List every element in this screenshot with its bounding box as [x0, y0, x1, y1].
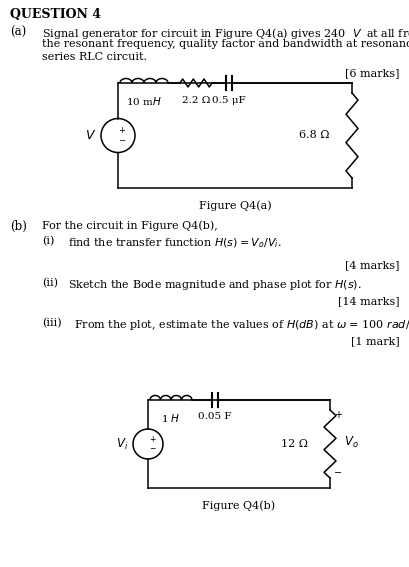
Text: Figure Q4(b): Figure Q4(b) [202, 500, 275, 510]
Text: −: − [118, 136, 125, 145]
Text: +: + [118, 126, 125, 135]
Text: +: + [148, 434, 155, 443]
Text: (b): (b) [10, 220, 27, 233]
Text: (i): (i) [42, 236, 54, 246]
Text: $V_o$: $V_o$ [343, 434, 358, 450]
Text: From the plot, estimate the values of $H(dB)$ at $\omega$ = 100 $rad/s$.: From the plot, estimate the values of $H… [74, 318, 409, 332]
Text: (ii): (ii) [42, 278, 58, 288]
Text: series RLC circuit.: series RLC circuit. [42, 52, 147, 62]
Text: −: − [333, 468, 341, 478]
Text: $V$: $V$ [85, 129, 96, 142]
Text: [14 marks]: [14 marks] [337, 296, 399, 306]
Text: 6.8 Ω: 6.8 Ω [299, 130, 329, 141]
Text: (a): (a) [10, 26, 26, 39]
Text: +: + [333, 410, 341, 420]
Text: Figure Q4(a): Figure Q4(a) [198, 200, 271, 210]
Text: 1 $H$: 1 $H$ [161, 412, 180, 424]
Text: (iii): (iii) [42, 318, 61, 328]
Text: 2.2 Ω: 2.2 Ω [181, 96, 210, 105]
Text: [6 marks]: [6 marks] [345, 68, 399, 78]
Text: 0.5 μF: 0.5 μF [212, 96, 245, 105]
Text: Sketch the Bode magnitude and phase plot for $H(s)$.: Sketch the Bode magnitude and phase plot… [68, 278, 361, 292]
Text: QUESTION 4: QUESTION 4 [10, 8, 101, 21]
Text: For the circuit in Figure Q4(b),: For the circuit in Figure Q4(b), [42, 220, 217, 231]
Text: 10 m$H$: 10 m$H$ [126, 95, 162, 107]
Text: 0.05 F: 0.05 F [198, 412, 231, 421]
Text: Signal generator for circuit in Figure Q4(a) gives 240   $V$  at all frequencies: Signal generator for circuit in Figure Q… [42, 26, 409, 41]
Text: the resonant frequency, quality factor and bandwidth at resonance of the resulta: the resonant frequency, quality factor a… [42, 39, 409, 49]
Text: [4 marks]: [4 marks] [345, 260, 399, 270]
Text: find the transfer function $H(s) = V_o/V_i$.: find the transfer function $H(s) = V_o/V… [68, 236, 281, 249]
Text: $V_i$: $V_i$ [115, 437, 128, 451]
Text: [1 mark]: [1 mark] [351, 336, 399, 346]
Text: 12 Ω: 12 Ω [280, 439, 307, 449]
Text: −: − [148, 445, 155, 454]
